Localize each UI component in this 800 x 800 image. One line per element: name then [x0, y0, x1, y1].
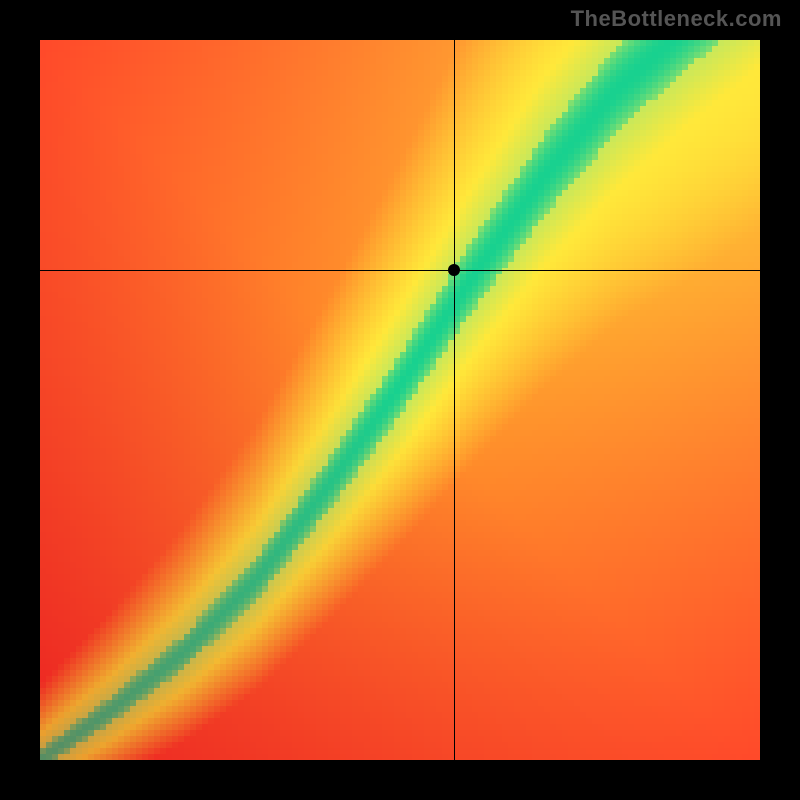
crosshair-vertical — [454, 40, 455, 760]
heatmap-canvas — [40, 40, 760, 760]
data-point-marker — [448, 264, 460, 276]
watermark-text: TheBottleneck.com — [571, 6, 782, 32]
bottleneck-heatmap — [40, 40, 760, 760]
crosshair-horizontal — [40, 270, 760, 271]
